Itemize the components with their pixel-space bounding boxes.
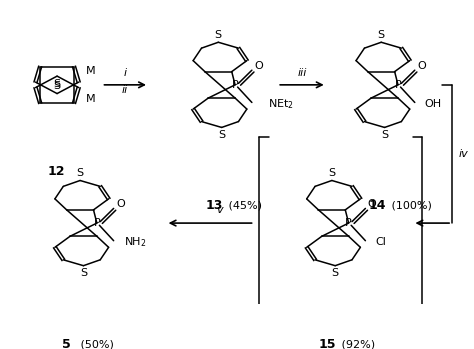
Text: O: O [254, 61, 263, 71]
Text: Cl: Cl [375, 237, 386, 247]
Text: O: O [116, 199, 125, 209]
Text: 13: 13 [205, 199, 223, 212]
Text: P: P [93, 218, 100, 228]
Text: 12: 12 [47, 165, 65, 178]
Text: S: S [378, 30, 385, 40]
Text: ii: ii [122, 85, 128, 95]
Text: O: O [368, 199, 376, 209]
Text: P: P [345, 218, 352, 228]
Text: S: S [215, 30, 222, 40]
Text: OH: OH [425, 99, 442, 109]
Text: NH$_2$: NH$_2$ [124, 236, 146, 249]
Text: 15: 15 [319, 337, 336, 349]
Text: M: M [86, 66, 95, 76]
Text: (45%): (45%) [225, 201, 262, 211]
Text: S: S [76, 168, 83, 178]
Text: (50%): (50%) [77, 339, 114, 349]
Text: S: S [381, 130, 388, 140]
Text: 14: 14 [368, 199, 385, 212]
Text: S: S [54, 81, 61, 91]
Text: P: P [395, 80, 401, 90]
Text: S: S [328, 168, 336, 178]
Text: S: S [332, 268, 339, 278]
Text: (92%): (92%) [338, 339, 375, 349]
Text: S: S [218, 130, 225, 140]
Text: O: O [417, 61, 426, 71]
Text: iii: iii [297, 68, 307, 78]
Text: S: S [80, 268, 87, 278]
Text: NEt$_2$: NEt$_2$ [268, 97, 293, 111]
Text: 5: 5 [62, 337, 71, 349]
Text: v: v [217, 205, 223, 215]
Text: M: M [86, 94, 95, 104]
Text: S: S [54, 79, 61, 89]
Text: P: P [232, 80, 238, 90]
Text: (100%): (100%) [388, 201, 432, 211]
Text: iv: iv [459, 149, 469, 159]
Text: i: i [124, 68, 127, 78]
